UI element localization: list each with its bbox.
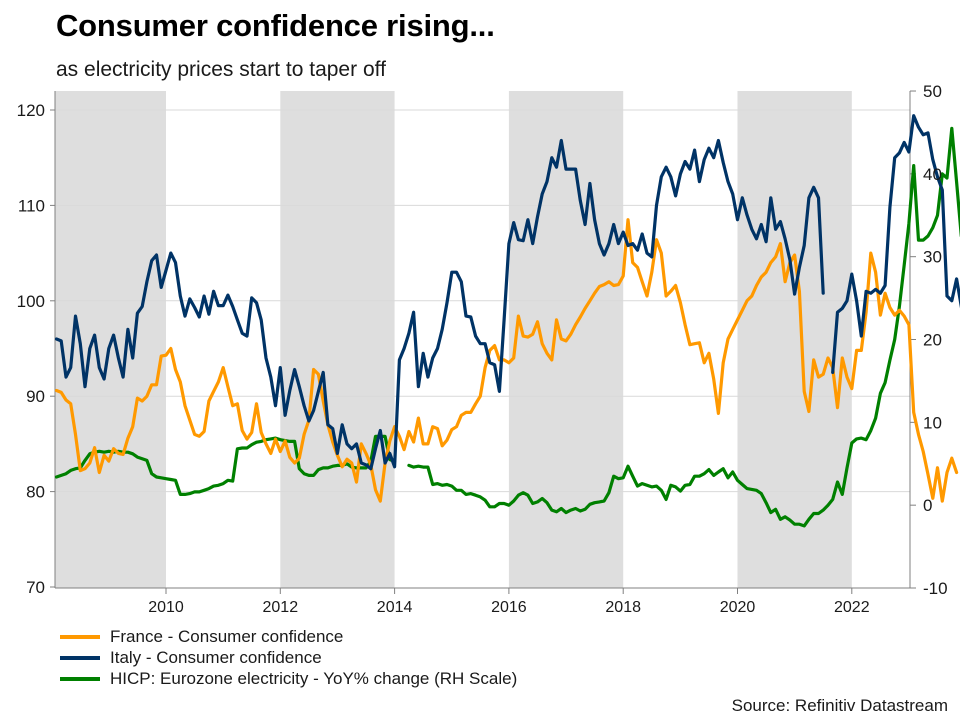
left-tick-label: 70 [26,578,45,597]
chart-subtitle: as electricity prices start to taper off [56,58,386,81]
right-tick-label: -10 [923,579,948,598]
right-tick-label: 40 [923,165,942,184]
legend-swatch-electricity [60,676,100,681]
right-tick-label: 30 [923,248,942,267]
chart-title: Consumer confidence rising... [56,8,495,43]
tick-labels: 70 80 90 100 110 120 -10 0 10 20 30 40 50 2010 2012 201… [17,82,948,616]
legend-label-italy: Italy - Consumer confidence [110,647,322,667]
left-tick-label: 110 [18,196,45,215]
legend-item-france: France - Consumer confidence [60,626,517,647]
x-tick-label: 2010 [148,599,184,616]
right-tick-label: 10 [923,413,942,432]
series-line-italy [54,114,960,471]
x-tick-label: 2018 [605,599,641,616]
right-tick-label: 50 [923,82,942,101]
left-tick-label: 90 [26,387,45,406]
x-tick-label: 2014 [377,599,413,616]
legend-item-italy: Italy - Consumer confidence [60,647,517,668]
x-tick-label: 2012 [263,599,299,616]
left-tick-label: 80 [26,483,45,502]
legend-label-france: France - Consumer confidence [110,626,344,646]
shaded-period [737,91,852,588]
x-tick-label: 2016 [491,599,527,616]
shaded-periods [55,91,852,588]
legend-swatch-italy [60,655,100,660]
legend-swatch-france [60,634,100,639]
right-tick-label: 20 [923,331,942,350]
left-tick-label: 100 [17,292,45,311]
legend-label-electricity: HICP: Eurozone electricity - YoY% change… [110,668,518,688]
shaded-period [280,91,395,588]
series-lines [54,114,960,528]
x-tick-label: 2022 [834,599,870,616]
left-tick-label: 120 [17,101,45,120]
legend: France - Consumer confidence Italy - Con… [60,626,517,689]
x-tick-label: 2020 [720,599,756,616]
legend-item-electricity: HICP: Eurozone electricity - YoY% change… [60,668,517,689]
series-line-france [54,218,959,503]
right-tick-label: 0 [923,496,932,515]
source-note: Source: Refinitiv Datastream [731,696,948,715]
